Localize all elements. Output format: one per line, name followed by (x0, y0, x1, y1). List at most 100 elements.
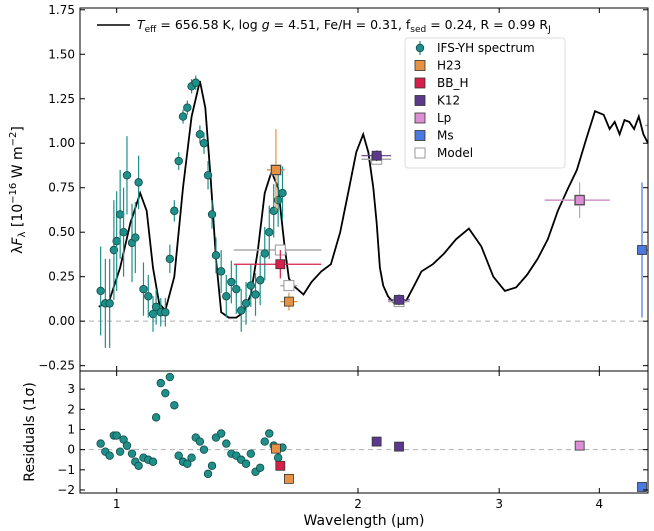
residuals-panel-frame (79, 370, 649, 494)
ifs-yh-spectrum-point (119, 228, 128, 237)
ifs-yh-spectrum-point (222, 292, 231, 301)
ifs-yh-spectrum-residual (241, 459, 251, 468)
k12-point (371, 150, 382, 161)
ms-point (637, 245, 647, 255)
y-tick-label-bottom: −2 (57, 483, 75, 497)
k12-residual (371, 436, 382, 447)
y-tick-label-top: 0.25 (48, 270, 75, 284)
ifs-yh-spectrum-point (151, 302, 161, 312)
ifs-yh-spectrum-point (227, 277, 236, 287)
ifs-yh-spectrum-residual (199, 445, 209, 454)
ifs-yh-spectrum-residual (151, 413, 161, 422)
ifs-yh-spectrum-point (241, 299, 251, 308)
ifs-yh-spectrum-point (161, 308, 170, 317)
ifs-yh-spectrum-residual (148, 457, 158, 466)
bb-h-residual (275, 460, 286, 471)
y-tick-label-bottom: 3 (67, 382, 75, 396)
ifs-yh-spectrum-point (112, 236, 121, 246)
legend-marker-square (414, 60, 426, 71)
ifs-yh-spectrum-residual (195, 437, 205, 446)
ifs-yh-spectrum-point (203, 171, 213, 180)
y-tick-label-bottom: 1 (67, 422, 75, 436)
legend-marker-square (414, 112, 426, 124)
lp-residual (574, 440, 585, 451)
legend-marker-square (414, 77, 426, 89)
ifs-yh-spectrum-residual (105, 451, 114, 460)
ifs-yh-spectrum-residual (273, 453, 283, 462)
legend-label: K12 (437, 94, 460, 108)
legend-marker-circle (415, 43, 425, 53)
h23-point (284, 296, 294, 307)
h23-residual (271, 443, 281, 454)
legend-marker-square (414, 95, 426, 106)
y-tick-label-top: −0.25 (38, 359, 75, 373)
legend-label: BB_H (437, 76, 469, 90)
ifs-yh-spectrum-point (183, 103, 192, 112)
y-tick-label-top: 1.75 (48, 3, 75, 17)
ifs-yh-spectrum-residual (170, 401, 179, 410)
ifs-yh-spectrum-point (278, 188, 287, 198)
legend-marker-square (414, 130, 426, 141)
ifs-yh-spectrum-point (105, 299, 114, 308)
y-tick-label-top: 0.75 (48, 181, 75, 195)
ifs-yh-spectrum-point (265, 228, 274, 237)
ifs-yh-spectrum-point (144, 292, 153, 301)
ifs-yh-spectrum-point (122, 171, 132, 180)
k12-residual (394, 441, 404, 452)
lp-point (574, 195, 585, 206)
y-tick-label-bottom: −1 (57, 463, 75, 477)
ifs-yh-spectrum-point (211, 251, 221, 260)
ifs-yh-spectrum-point (109, 245, 119, 255)
ifs-yh-spectrum-point (170, 206, 179, 216)
residuals-panel: −2 −1 0 1 2 3 1 2 3 4 (57, 370, 649, 511)
x-tick-label: 2 (354, 497, 362, 511)
ifs-yh-spectrum-residual (187, 453, 196, 462)
ifs-yh-spectrum-point (232, 284, 241, 294)
y-tick-label-bottom: 2 (67, 402, 75, 416)
legend-label: H23 (437, 59, 461, 73)
bb-h-point (275, 259, 286, 270)
legend-marker-open-square (414, 147, 426, 159)
spectrum-panel: −0.25 0.00 0.25 0.50 0.75 1.00 1.25 1.50 1.75 Te… (38, 3, 649, 373)
ifs-yh-spectrum-residual (112, 431, 121, 440)
k12-point (394, 294, 404, 305)
ifs-yh-spectrum-point (251, 290, 260, 299)
spectrum-title: Teff = 656.58 K, log g = 4.51, Fe/H = 0.… (137, 17, 551, 35)
ifs-yh-spectrum-residual (216, 429, 226, 438)
ifs-yh-spectrum-point (139, 284, 148, 294)
ifs-yh-spectrum-residual (246, 449, 256, 458)
legend-label: Ms (437, 129, 454, 143)
x-axis-label: Wavelength (μm) (304, 513, 425, 529)
ifs-yh-spectrum-residual (203, 469, 213, 479)
ifs-yh-spectrum-residual (161, 388, 170, 398)
ifs-yh-spectrum-point (165, 254, 175, 264)
ifs-yh-spectrum-point (260, 249, 269, 258)
ifs-yh-spectrum-residual (165, 372, 175, 382)
model-photometry-point (283, 280, 295, 292)
ifs-yh-spectrum-point (199, 139, 209, 148)
ifs-yh-spectrum-residual (96, 439, 105, 448)
y-tick-label-top: 0.50 (48, 225, 75, 239)
ifs-yh-spectrum-residual (222, 439, 231, 448)
y-tick-label-top: 1.50 (48, 47, 75, 61)
legend-box (404, 37, 566, 169)
x-tick-label: 1 (113, 497, 121, 511)
ifs-yh-spectrum-point (134, 178, 143, 187)
ifs-yh-spectrum-residual (134, 461, 143, 470)
ifs-yh-spectrum-point (195, 130, 205, 139)
ifs-yh-spectrum-point (115, 210, 125, 219)
ifs-yh-spectrum-point (178, 112, 188, 121)
ifs-yh-spectrum-residual (122, 441, 132, 450)
ifs-yh-spectrum-residual (260, 437, 269, 446)
ifs-yh-spectrum-point (191, 78, 200, 87)
legend: IFS-YH spectrum H23 BB_H K12 Lp Ms Model (404, 37, 566, 169)
ifs-yh-spectrum-point (246, 281, 256, 290)
x-tick-label: 3 (495, 497, 503, 511)
ifs-yh-spectrum-residual (255, 463, 265, 472)
model-line (98, 80, 649, 319)
ifs-yh-spectrum-point (174, 156, 183, 166)
y-axis-label-top: λFλ [10−16 W m−2] (8, 126, 28, 254)
ifs-yh-spectrum-residual (207, 461, 217, 470)
ifs-yh-spectrum-point (148, 309, 158, 319)
